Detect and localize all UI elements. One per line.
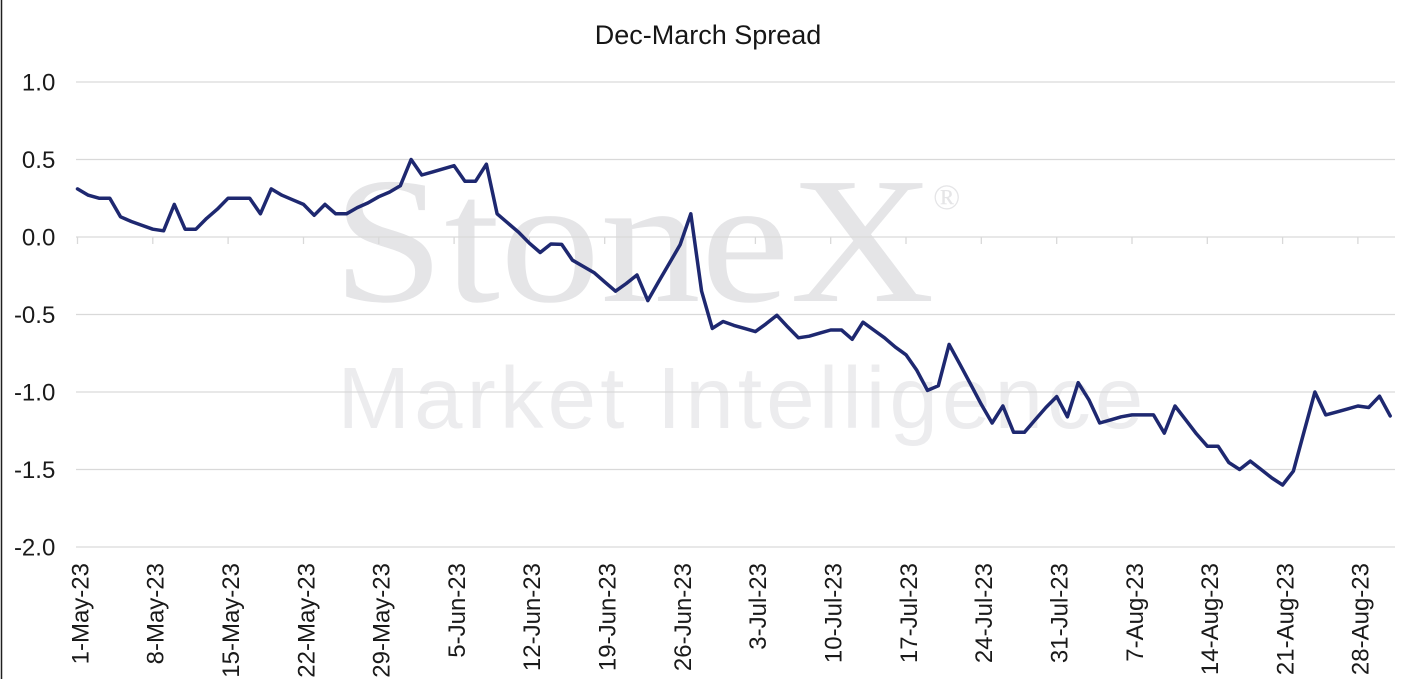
svg-text:12-Jun-23: 12-Jun-23: [519, 563, 546, 671]
svg-text:0.5: 0.5: [22, 147, 55, 174]
svg-text:Dec-March Spread: Dec-March Spread: [595, 20, 822, 50]
svg-text:Market Intelligence: Market Intelligence: [338, 350, 1148, 447]
svg-text:19-Jun-23: 19-Jun-23: [595, 563, 622, 671]
svg-text:29-May-23: 29-May-23: [369, 563, 396, 678]
svg-text:-1.5: -1.5: [14, 457, 55, 484]
svg-text:-2.0: -2.0: [14, 535, 55, 562]
svg-text:15-May-23: 15-May-23: [218, 563, 245, 678]
svg-text:24-Jul-23: 24-Jul-23: [971, 563, 998, 663]
svg-text:28-Aug-23: 28-Aug-23: [1348, 563, 1375, 675]
svg-text:StoneX: StoneX: [333, 141, 935, 340]
svg-text:14-Aug-23: 14-Aug-23: [1197, 563, 1224, 675]
svg-text:0.0: 0.0: [22, 225, 55, 252]
svg-text:1-May-23: 1-May-23: [67, 563, 94, 664]
svg-text:17-Jul-23: 17-Jul-23: [896, 563, 923, 663]
svg-text:5-Jun-23: 5-Jun-23: [444, 563, 471, 658]
svg-text:-0.5: -0.5: [14, 302, 55, 329]
svg-text:31-Jul-23: 31-Jul-23: [1047, 563, 1074, 663]
svg-text:8-May-23: 8-May-23: [143, 563, 170, 664]
svg-text:®: ®: [933, 177, 960, 217]
svg-text:21-Aug-23: 21-Aug-23: [1272, 563, 1299, 675]
svg-text:1.0: 1.0: [22, 70, 55, 97]
svg-text:3-Jul-23: 3-Jul-23: [745, 563, 772, 650]
svg-text:7-Aug-23: 7-Aug-23: [1122, 563, 1149, 662]
svg-text:10-Jul-23: 10-Jul-23: [821, 563, 848, 663]
svg-text:26-Jun-23: 26-Jun-23: [670, 563, 697, 671]
svg-text:-1.0: -1.0: [14, 380, 55, 407]
svg-text:22-May-23: 22-May-23: [293, 563, 320, 678]
